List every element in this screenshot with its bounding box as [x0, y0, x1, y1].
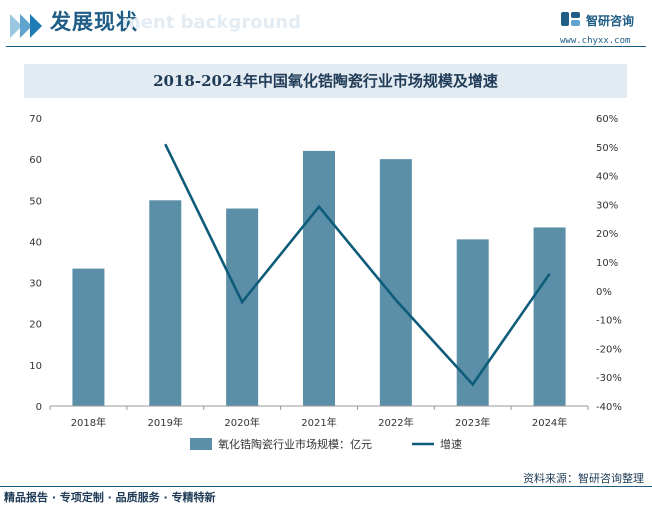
- y-right-tick-label: -20%: [596, 344, 622, 355]
- y-right-tick-label: -30%: [596, 373, 622, 384]
- y-right-tick-label: 0%: [596, 287, 612, 298]
- section-title: 发展现状: [50, 10, 138, 34]
- y-left-tick-label: 30: [29, 279, 42, 290]
- header-divider: [6, 46, 646, 47]
- bar: [379, 159, 412, 406]
- y-right-tick-label: 20%: [596, 229, 618, 240]
- x-tick-label: 2024年: [532, 416, 567, 429]
- bar: [533, 227, 566, 406]
- growth-line: [164, 143, 551, 387]
- y-right-tick-label: 60%: [596, 114, 618, 125]
- legend-bar-label: 氧化锆陶瓷行业市场规模：亿元: [218, 437, 372, 451]
- legend-line-label: 增速: [440, 437, 462, 451]
- brand-url: www.chyxx.com: [560, 36, 631, 46]
- footer-bar: 精品报告 · 专项定制 · 品质服务 · 专精特新: [0, 488, 652, 508]
- y-right-tick-label: 30%: [596, 200, 618, 211]
- y-left-tick-label: 0: [36, 402, 42, 413]
- source-note: 资料来源：智研咨询整理: [523, 472, 644, 485]
- footer-tagline: 精品报告 · 专项定制 · 品质服务 · 专精特新: [4, 491, 216, 504]
- y-right-tick-label: -10%: [596, 316, 622, 327]
- page-header: 发展现状 ment background 智研咨询 www.chyxx.com: [0, 0, 652, 47]
- y-left-tick-label: 60: [29, 155, 42, 166]
- brand-logo-icon: [561, 12, 580, 26]
- chart-title-band: 2018-2024年中国氧化锆陶瓷行业市场规模及增速: [24, 64, 627, 98]
- x-tick-label: 2021年: [301, 416, 336, 429]
- bar: [456, 239, 489, 406]
- brand-name: 智研咨询: [586, 14, 635, 28]
- y-left-tick-label: 20: [29, 320, 42, 331]
- chart-title: 2018-2024年中国氧化锆陶瓷行业市场规模及增速: [153, 72, 498, 90]
- y-left-tick-label: 10: [29, 361, 42, 372]
- x-tick-label: 2023年: [455, 416, 490, 429]
- x-tick-label: 2022年: [378, 416, 413, 429]
- y-right-tick-label: 10%: [596, 258, 618, 269]
- y-left-tick-label: 50: [29, 196, 42, 207]
- bar: [72, 268, 105, 406]
- x-tick-label: 2020年: [224, 416, 259, 429]
- bar: [149, 200, 182, 406]
- footer-divider: [0, 486, 652, 487]
- y-right-tick-label: 40%: [596, 172, 618, 183]
- y-right-tick-label: -40%: [596, 402, 622, 413]
- x-tick-label: 2018年: [71, 416, 106, 429]
- arrow-icon: [10, 14, 42, 38]
- y-right-tick-label: 50%: [596, 143, 618, 154]
- legend-bar-swatch: [190, 438, 212, 450]
- header-background-text: ment background: [122, 12, 301, 33]
- bar: [226, 208, 259, 406]
- bar: [303, 150, 335, 406]
- x-tick-label: 2019年: [148, 416, 183, 429]
- y-left-tick-label: 40: [29, 237, 42, 248]
- y-left-tick-label: 70: [29, 114, 42, 125]
